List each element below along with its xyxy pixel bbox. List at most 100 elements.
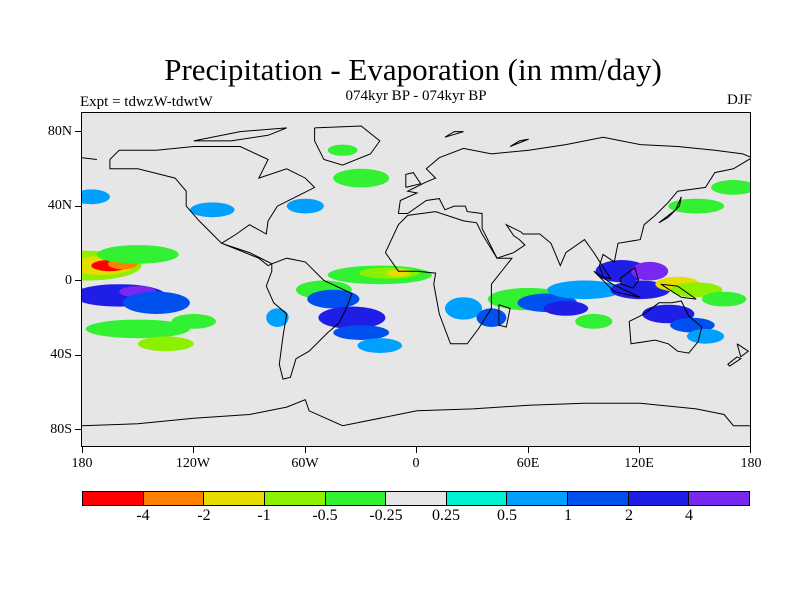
y-axis-tick <box>75 130 81 132</box>
season-label: DJF <box>726 92 752 108</box>
coastline <box>593 270 641 298</box>
field-patch <box>318 306 386 329</box>
map-canvas <box>82 113 750 446</box>
x-axis-tick <box>527 447 529 453</box>
coastline <box>82 398 750 427</box>
field-patch <box>668 198 725 214</box>
field-patch <box>686 328 725 344</box>
colorbar-cell <box>568 492 629 505</box>
experiment-label: Expt = tdwzW-tdwtW <box>80 94 213 110</box>
y-axis-tick <box>75 428 81 430</box>
coastline <box>265 257 353 380</box>
x-axis-tick <box>192 447 194 453</box>
lat-label-40s: 40S <box>50 347 72 362</box>
colorbar-cell <box>264 492 326 505</box>
colorbar-cell <box>83 492 144 505</box>
lon-label-180e: 180 <box>740 456 762 471</box>
lon-label-60e: 60E <box>516 456 540 471</box>
coastline-layer <box>82 125 750 427</box>
colorbar-label: -2 <box>197 507 211 524</box>
field-patch <box>701 291 747 307</box>
coastline <box>658 196 682 224</box>
lon-label-180w: 180 <box>71 456 93 471</box>
coastline <box>82 157 97 160</box>
colorbar-cell <box>386 492 447 505</box>
field-patch <box>444 297 483 320</box>
coastline <box>660 283 697 300</box>
precip-field-layer <box>82 144 750 353</box>
colorbar-label: -0.25 <box>369 507 403 524</box>
lon-label-0: 0 <box>412 456 420 471</box>
field-patch <box>642 304 695 324</box>
coastline <box>509 138 529 147</box>
colorbar-label: -4 <box>136 507 150 524</box>
x-axis-tick <box>304 447 306 453</box>
coastline <box>314 125 381 166</box>
field-patch <box>122 291 190 314</box>
field-patch <box>266 308 289 327</box>
colorbar-label: 0.5 <box>497 507 517 524</box>
coastline <box>397 136 750 214</box>
coastline <box>193 127 287 142</box>
field-patch <box>333 168 390 188</box>
colorbar-cell <box>628 492 690 505</box>
coastline <box>398 158 750 280</box>
colorbar-label: 0.25 <box>432 507 460 524</box>
lat-label-40n: 40N <box>47 198 72 213</box>
y-axis-tick <box>75 205 81 207</box>
field-patch <box>286 198 324 214</box>
field-patch <box>137 336 194 352</box>
field-patch <box>190 202 235 218</box>
coastline <box>405 172 422 188</box>
coastline <box>628 300 703 354</box>
x-axis-tick <box>415 447 417 453</box>
field-patch <box>670 317 715 333</box>
y-axis-tick <box>75 279 81 281</box>
plot-title: Precipitation - Evaporation (in mm/day) <box>164 52 662 87</box>
map-plot-area <box>81 112 751 447</box>
lat-label-80n: 80N <box>47 124 72 139</box>
field-patch <box>543 301 589 316</box>
colorbar-label: 1 <box>564 507 572 524</box>
colorbar-label: -0.5 <box>312 507 338 524</box>
x-axis-tick <box>749 447 751 453</box>
field-patch <box>307 289 360 309</box>
field-patch <box>357 338 403 353</box>
field-patch <box>547 280 622 300</box>
colorbar-label: 2 <box>625 507 633 524</box>
field-patch <box>96 245 179 264</box>
x-axis-tick <box>81 447 83 453</box>
colorbar-cell <box>689 492 750 505</box>
y-axis-tick <box>75 354 81 356</box>
x-axis-tick <box>638 447 640 453</box>
lon-label-60w: 60W <box>291 456 319 471</box>
field-patch <box>85 319 190 339</box>
colorbar-cell <box>143 492 205 505</box>
field-patch <box>711 180 750 195</box>
coastline <box>619 266 640 289</box>
field-patch <box>333 325 390 340</box>
coastline <box>384 211 513 345</box>
lat-label-80s: 80S <box>50 422 72 437</box>
field-patch <box>631 261 669 281</box>
field-patch <box>171 314 216 329</box>
colorbar-label: -1 <box>257 507 271 524</box>
field-patch <box>575 314 613 329</box>
coastline <box>736 343 750 358</box>
coastline <box>498 304 511 328</box>
field-patch <box>327 144 358 156</box>
colorbar-cell <box>507 492 569 505</box>
plot-subtitle: 074kyr BP - 074kyr BP <box>345 88 487 104</box>
lat-label-0: 0 <box>65 273 72 288</box>
lon-label-120e: 120E <box>624 456 654 471</box>
field-patch <box>82 189 110 205</box>
lon-label-120w: 120W <box>175 456 211 471</box>
colorbar-cell <box>325 492 387 505</box>
colorbar-cell <box>204 492 265 505</box>
colorbar-label: 4 <box>685 507 693 524</box>
coastline <box>444 131 464 138</box>
field-patch <box>670 282 723 298</box>
colorbar-cell <box>446 492 508 505</box>
coastline <box>109 146 316 267</box>
colorbar <box>82 491 750 506</box>
